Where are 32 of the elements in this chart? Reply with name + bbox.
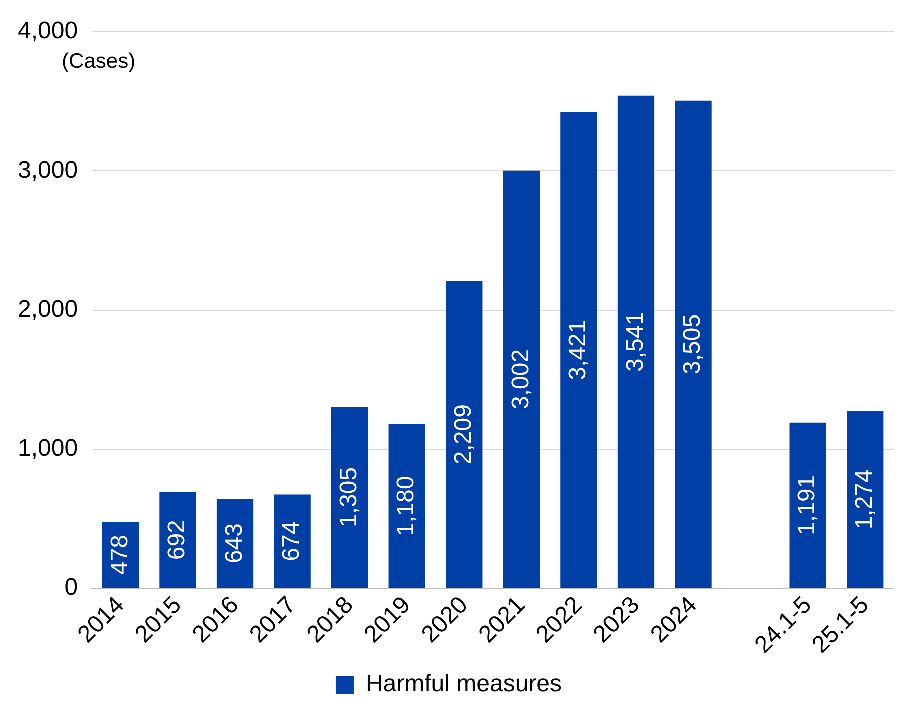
data-label: 3,505 <box>679 314 706 374</box>
y-tick-label: 0 <box>64 574 78 602</box>
bar <box>560 112 598 588</box>
data-label: 3,002 <box>507 349 534 410</box>
bar <box>160 492 196 588</box>
bar <box>790 422 826 588</box>
y-tick-label: 4,000 <box>18 18 78 45</box>
data-label: 3,541 <box>622 312 649 372</box>
data-label: 692 <box>164 520 191 560</box>
bar <box>331 406 368 588</box>
data-label: 1,180 <box>392 476 420 536</box>
data-label: 3,421 <box>564 320 592 380</box>
bar <box>446 281 483 588</box>
data-label: 478 <box>106 534 134 576</box>
data-label: 674 <box>278 521 306 562</box>
bar <box>216 499 254 588</box>
data-label: 1,305 <box>335 467 362 528</box>
y-tick-label: 3,000 <box>18 156 78 184</box>
legend-label: Harmful measures <box>366 670 562 698</box>
data-label: 1,274 <box>850 470 878 530</box>
bar <box>388 424 426 588</box>
y-tick-label: 1,000 <box>18 435 78 462</box>
bar <box>675 100 712 588</box>
bar <box>503 170 540 588</box>
y-tick-label: 2,000 <box>18 296 78 323</box>
data-label: 643 <box>220 524 248 564</box>
y-axis-title: (Cases) <box>62 50 136 73</box>
bar <box>618 96 655 588</box>
data-label: 1,191 <box>794 475 821 536</box>
data-label: 2,209 <box>450 404 478 465</box>
bar <box>274 494 311 588</box>
bar <box>847 411 884 588</box>
